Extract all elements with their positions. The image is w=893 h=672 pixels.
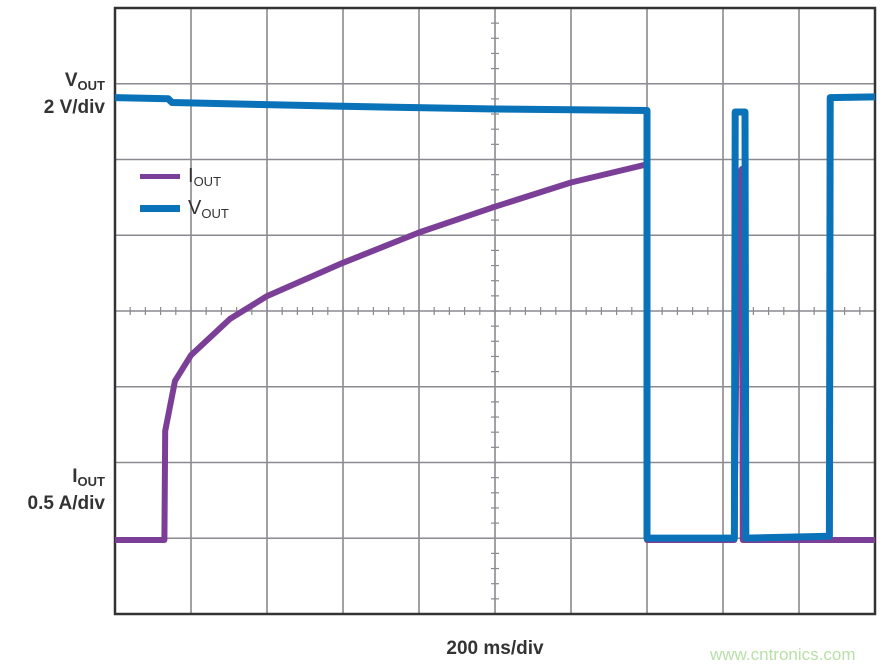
legend-item-vout: VOUT xyxy=(140,195,229,227)
x-axis-label: 200 ms/div xyxy=(446,638,544,659)
series-iout-trace xyxy=(115,161,875,543)
watermark: www.cntronics.com xyxy=(710,645,856,664)
plot-border xyxy=(113,6,877,616)
legend-item-iout: IOUT xyxy=(140,163,229,195)
series-vout-trace xyxy=(114,93,876,542)
legend: IOUT VOUT xyxy=(140,163,229,227)
vout-axis-label: VOUT 2 V/div xyxy=(43,70,105,118)
iout-axis-label: IOUT 0.5 A/div xyxy=(27,466,105,514)
